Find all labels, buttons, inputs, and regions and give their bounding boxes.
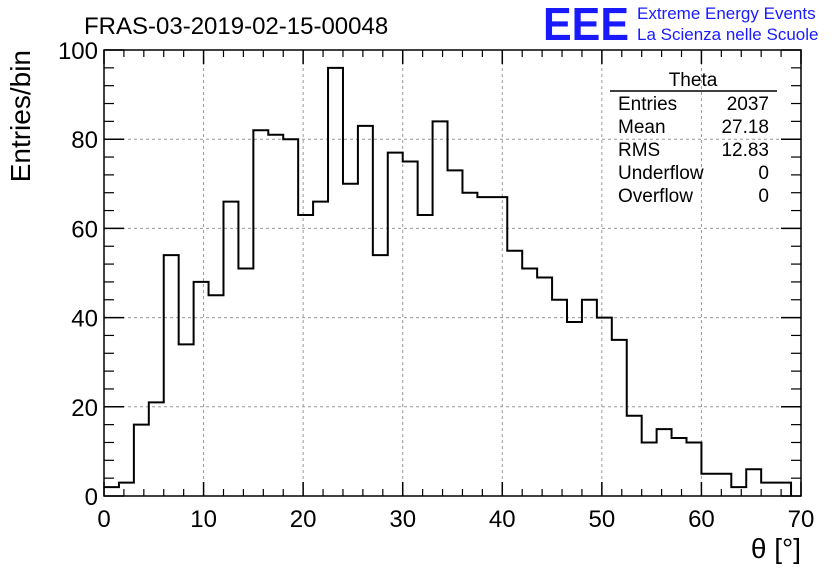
stats-value: 12.83 [721, 140, 769, 161]
stats-value: 27.18 [721, 117, 769, 138]
x-tick-label: 0 [97, 506, 110, 533]
x-tick-label: 60 [688, 506, 715, 533]
logo-mark: EEE [543, 0, 629, 50]
logo-line1: Extreme Energy Events [637, 4, 816, 23]
x-tick-label: 30 [389, 506, 416, 533]
plot-frame [103, 49, 802, 497]
y-tick-label: 0 [85, 484, 98, 511]
x-tick-label: 10 [190, 506, 217, 533]
stats-value: 2037 [727, 94, 769, 115]
y-tick-label: 100 [58, 38, 98, 65]
x-tick-label: 50 [589, 506, 616, 533]
y-tick-label: 40 [71, 306, 98, 333]
stats-title: Theta [669, 70, 718, 91]
eee-logo: EEE Extreme Energy Events La Scienza nel… [543, 0, 818, 50]
stats-value: 0 [758, 163, 769, 184]
stats-box: Theta Entries 2037 Mean 27.18 RMS 12.83 Underf… [610, 70, 777, 207]
y-tick-label: 80 [71, 127, 98, 154]
stats-label: Underflow [618, 163, 704, 184]
x-tick-labels: 0 10 20 30 40 50 60 70 [97, 506, 814, 533]
stats-value: 0 [758, 186, 769, 207]
x-tick-label: 20 [290, 506, 317, 533]
y-tick-label: 60 [71, 216, 98, 243]
x-axis-title: θ [°] [751, 533, 801, 564]
stats-label: Entries [618, 94, 677, 115]
y-tick-label: 20 [71, 395, 98, 422]
stats-label: Mean [618, 117, 666, 138]
x-tick-label: 70 [788, 506, 815, 533]
axis-ticks [103, 49, 802, 497]
stats-label: RMS [618, 140, 660, 161]
histogram-outline [104, 66, 793, 496]
y-tick-labels: 0 20 40 60 80 100 [58, 38, 98, 511]
chart-title: FRAS-03-2019-02-15-00048 [84, 13, 388, 40]
grid-lines [104, 50, 801, 496]
stats-label: Overflow [618, 186, 693, 207]
logo-line2: La Scienza nelle Scuole [637, 25, 818, 44]
x-tick-label: 40 [489, 506, 516, 533]
y-axis-title: Entries/bin [5, 50, 36, 182]
